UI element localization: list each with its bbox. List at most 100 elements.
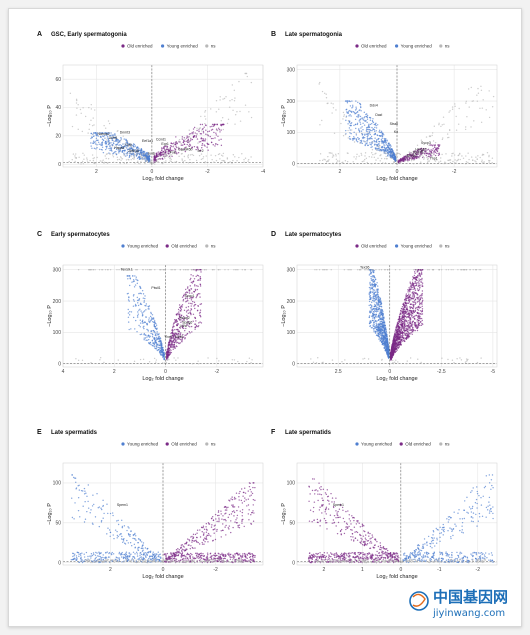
data-point <box>381 341 383 343</box>
data-point <box>346 152 349 154</box>
data-point <box>353 141 356 143</box>
data-point <box>116 143 119 145</box>
data-point <box>357 101 359 104</box>
data-point <box>438 161 440 163</box>
data-point <box>158 344 161 347</box>
data-point <box>159 339 161 342</box>
data-point <box>201 138 203 140</box>
data-point <box>183 140 185 142</box>
data-point <box>366 118 369 120</box>
gene-label: Piwil1 <box>151 286 160 290</box>
data-point <box>368 322 371 325</box>
data-point <box>190 132 192 135</box>
data-point <box>420 324 423 326</box>
data-point <box>148 336 151 338</box>
data-point <box>441 138 444 141</box>
data-point <box>369 296 371 299</box>
data-point <box>139 157 141 160</box>
data-point <box>369 128 371 131</box>
data-point <box>359 121 361 123</box>
data-point <box>183 155 186 158</box>
data-point <box>359 106 362 108</box>
data-point <box>102 135 104 138</box>
data-point <box>177 308 180 311</box>
data-point <box>176 345 178 348</box>
data-point <box>427 160 430 162</box>
data-point <box>232 154 235 156</box>
data-point <box>397 323 400 325</box>
data-point <box>188 290 190 292</box>
data-point <box>153 342 155 345</box>
data-point <box>430 151 433 154</box>
data-point <box>126 153 128 155</box>
data-point <box>162 351 164 354</box>
points-group <box>318 81 495 165</box>
data-point <box>456 160 458 162</box>
data-point <box>421 290 424 292</box>
data-point <box>465 155 467 157</box>
data-point <box>195 136 197 138</box>
data-point <box>348 120 351 123</box>
data-point <box>364 119 366 122</box>
data-point <box>170 349 172 352</box>
data-point <box>353 124 355 127</box>
data-point <box>119 149 121 151</box>
data-point <box>154 160 156 163</box>
data-point <box>488 154 490 157</box>
data-point <box>184 329 186 332</box>
data-point <box>411 157 414 159</box>
data-point <box>451 155 453 157</box>
data-point <box>161 362 164 364</box>
data-point <box>332 103 334 105</box>
data-point <box>98 269 101 271</box>
gene-label: Junb <box>148 152 156 156</box>
data-point <box>383 144 385 146</box>
data-point <box>218 108 220 110</box>
data-point <box>125 162 128 164</box>
data-point <box>421 310 424 313</box>
data-point <box>370 275 372 278</box>
data-point <box>169 160 171 162</box>
data-point <box>349 129 351 131</box>
data-point <box>375 322 377 324</box>
data-point <box>118 152 120 154</box>
data-point <box>133 294 135 296</box>
data-point <box>173 339 175 342</box>
x-tick-label: 2 <box>113 369 116 375</box>
data-point <box>151 336 154 338</box>
data-point <box>174 321 176 323</box>
data-point <box>441 124 443 126</box>
data-point <box>220 129 222 131</box>
data-point <box>198 130 200 133</box>
data-point <box>104 137 106 139</box>
data-point <box>368 126 370 128</box>
data-point <box>204 115 206 118</box>
data-point <box>359 142 361 145</box>
data-point <box>380 337 383 339</box>
data-point <box>82 163 85 165</box>
data-point <box>432 148 434 150</box>
data-point <box>168 343 170 345</box>
data-point <box>109 135 111 137</box>
data-point <box>383 321 386 323</box>
data-point <box>243 159 245 161</box>
data-point <box>405 295 407 298</box>
data-point <box>215 128 218 130</box>
data-point <box>194 307 196 310</box>
data-point <box>383 329 385 332</box>
data-point <box>377 308 379 311</box>
data-point <box>383 331 385 333</box>
data-point <box>177 313 179 315</box>
data-point <box>106 153 108 155</box>
data-point <box>212 125 215 127</box>
data-point <box>219 131 221 133</box>
data-point <box>144 295 146 297</box>
data-point <box>202 132 205 134</box>
data-point <box>116 156 119 158</box>
data-point <box>199 314 201 316</box>
data-point <box>182 160 184 163</box>
data-point <box>159 343 161 345</box>
data-point <box>379 131 381 134</box>
data-point <box>112 156 115 158</box>
data-point <box>160 155 162 157</box>
